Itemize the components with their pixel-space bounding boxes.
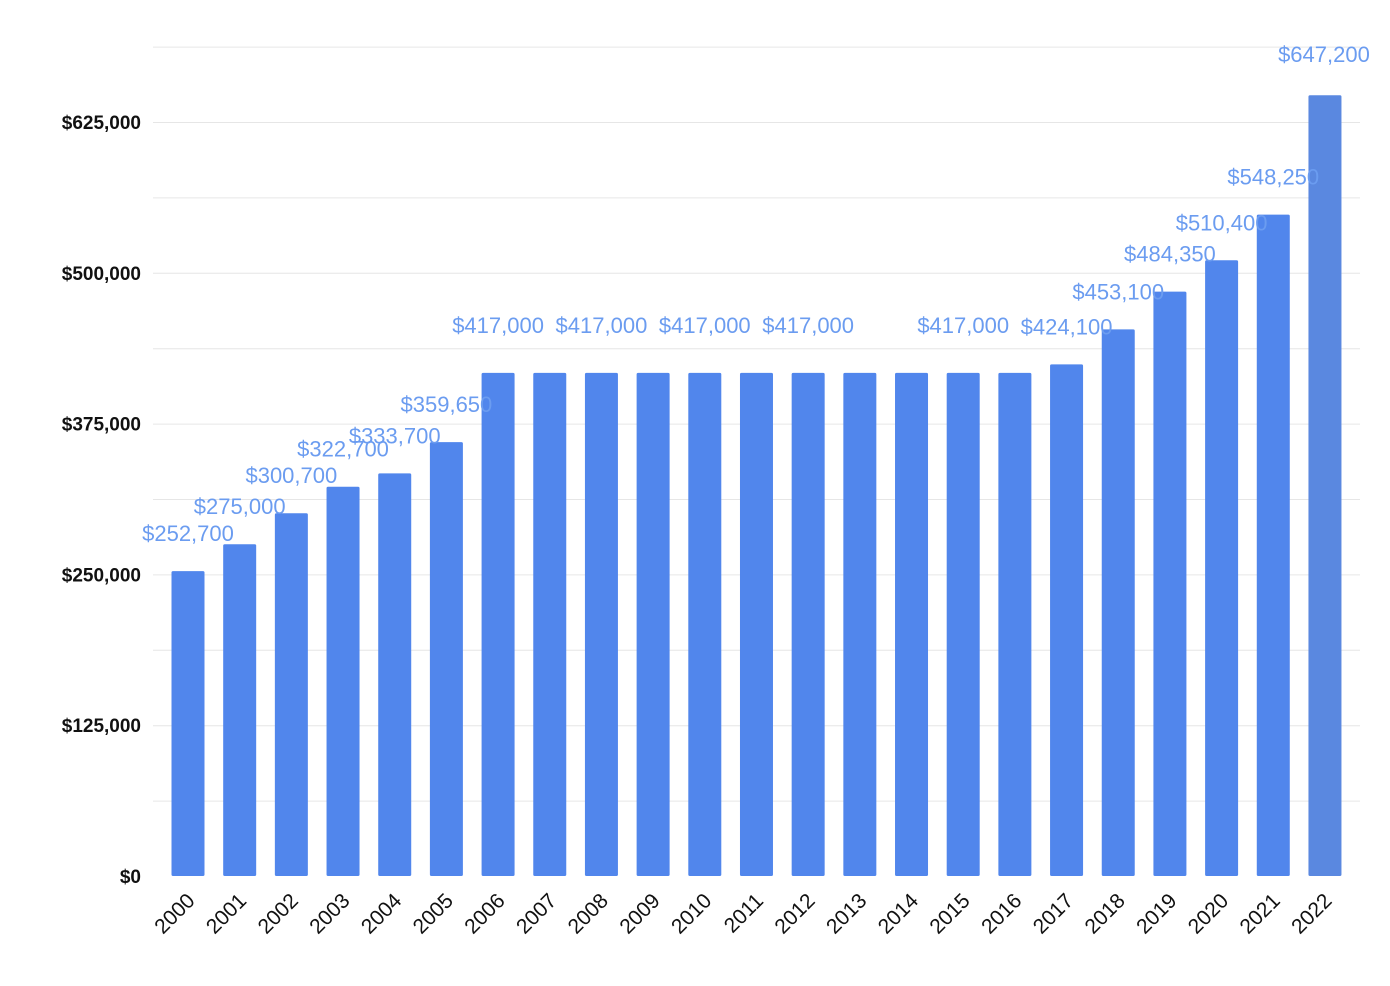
x-tick-label: 2017: [1029, 889, 1078, 938]
x-tick-label: 2010: [667, 889, 716, 938]
data-label: $300,700: [245, 463, 337, 488]
bar-2022: [1308, 95, 1342, 877]
bar-2014: [895, 372, 929, 876]
bar-2005: [429, 442, 463, 876]
data-label: $484,350: [1124, 242, 1216, 267]
bar-2002: [274, 513, 308, 876]
y-tick-label: $125,000: [62, 716, 141, 737]
bar-2001: [223, 544, 257, 876]
x-tick-label: 2011: [720, 889, 768, 937]
bars: [171, 95, 1342, 877]
x-tick-label: 2015: [925, 889, 974, 938]
data-label: $252,700: [142, 521, 234, 546]
x-tick-label: 2013: [822, 889, 871, 938]
x-tick-label: 2008: [564, 889, 613, 938]
x-tick-label: 2003: [305, 889, 354, 938]
bar-2011: [739, 372, 773, 876]
x-tick-label: 2007: [512, 889, 561, 938]
bar-2007: [533, 372, 567, 876]
x-tick-label: 2019: [1132, 889, 1181, 938]
x-tick-label: 2002: [254, 889, 303, 938]
data-label: $417,000: [762, 313, 854, 338]
bar-2019: [1153, 291, 1187, 876]
data-label: $417,000: [556, 313, 648, 338]
data-label: $417,000: [917, 313, 1009, 338]
y-tick-label: $500,000: [62, 264, 141, 285]
bar-2020: [1205, 260, 1239, 877]
y-tick-label: $250,000: [62, 565, 141, 586]
x-tick-label: 2014: [874, 889, 924, 939]
bar-2016: [998, 372, 1032, 876]
bar-2015: [946, 372, 980, 876]
data-label: $548,250: [1227, 165, 1319, 190]
x-tick-label: 2016: [977, 889, 1026, 938]
bar-2010: [688, 372, 722, 876]
data-label: $647,200: [1278, 42, 1370, 67]
x-tick-label: 2005: [409, 889, 458, 938]
bar-2021: [1256, 214, 1290, 877]
data-label: $510,400: [1176, 210, 1268, 235]
bar-2012: [791, 372, 825, 876]
bar-2013: [843, 372, 877, 876]
x-tick-label: 2006: [460, 889, 509, 938]
x-tick-label: 2020: [1184, 889, 1233, 938]
x-tick-label: 2009: [615, 889, 664, 938]
data-label: $424,100: [1021, 314, 1113, 339]
bar-2006: [481, 372, 515, 876]
x-tick-label: 2001: [202, 889, 251, 938]
data-label: $322,700: [297, 437, 389, 462]
bar-2003: [326, 486, 360, 876]
data-label: $275,000: [194, 494, 286, 519]
data-label: $453,100: [1072, 279, 1164, 304]
x-axis: 2000 2001 2002 2003 2004 2005 2006 2007 2008 2009…: [150, 889, 1336, 939]
y-axis: $0 $125,000 $250,000 $375,000 $500,000 $625,0…: [62, 113, 141, 888]
bar-2009: [636, 372, 670, 876]
bar-2004: [378, 473, 412, 876]
x-tick-label: 2012: [770, 889, 819, 938]
bar-2018: [1101, 329, 1135, 877]
x-tick-label: 2021: [1236, 889, 1285, 938]
y-tick-label: $375,000: [62, 415, 141, 436]
data-label: $359,650: [401, 392, 493, 417]
data-label: $333,700: [349, 423, 441, 448]
x-tick-label: 2000: [150, 889, 199, 938]
x-tick-label: 2004: [357, 889, 407, 939]
x-tick-label: 2018: [1080, 889, 1129, 938]
x-tick-label: 2022: [1287, 889, 1336, 938]
y-tick-label: $625,000: [62, 113, 141, 134]
bar-2017: [1050, 364, 1084, 876]
data-label: $417,000: [659, 313, 751, 338]
bar-2000: [171, 571, 205, 876]
bar-2008: [584, 372, 618, 876]
y-tick-label: $0: [120, 867, 141, 888]
data-labels: $252,700$275,000 $300,700$322,700$333,700…: [142, 42, 1370, 546]
data-label: $417,000: [452, 313, 544, 338]
